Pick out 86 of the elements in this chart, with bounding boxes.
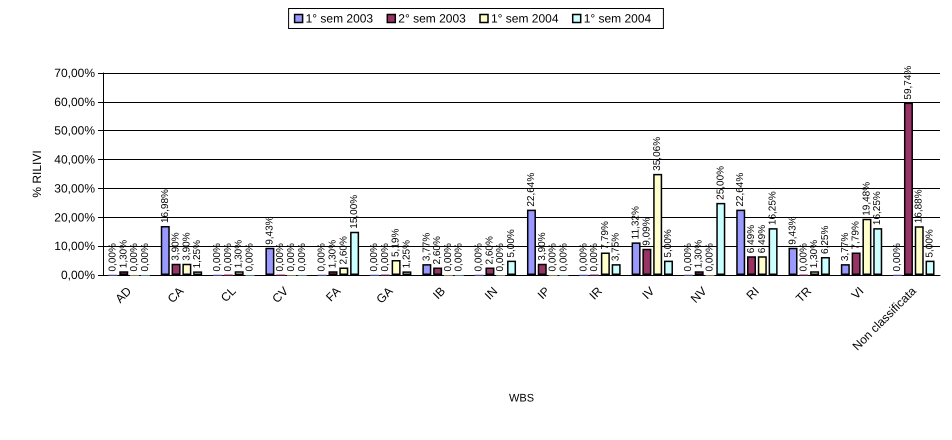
y-tick-label: 40,00% — [54, 152, 96, 167]
x-tick-label: CV — [269, 284, 292, 306]
x-tick-label: IB — [430, 284, 448, 302]
data-label: 0,00% — [548, 243, 559, 272]
data-label: 5,00% — [506, 229, 518, 258]
data-label: 59,74% — [902, 66, 914, 100]
data-label: 0,00% — [316, 243, 328, 272]
data-label: 0,00% — [442, 243, 454, 272]
data-label: 0,00% — [286, 243, 297, 272]
data-label: 16,88% — [914, 189, 925, 224]
y-tick-label: 0,00% — [60, 268, 96, 282]
data-label: 0,00% — [222, 243, 234, 272]
data-label: 0,00% — [244, 243, 256, 272]
data-label: 3,90% — [181, 232, 192, 261]
data-label: 3,77% — [840, 232, 851, 262]
x-tick-label: AD — [112, 284, 134, 306]
data-label: 0,00% — [275, 243, 286, 272]
y-tick-label: 30,00% — [54, 181, 96, 196]
data-label: 6,25% — [820, 226, 831, 254]
y-tick-label: 20,00% — [54, 210, 96, 224]
y-tick-label: 60,00% — [54, 94, 96, 109]
y-axis-title: % RILIVI — [30, 150, 44, 198]
data-label: 1,30% — [328, 240, 339, 268]
legend-label: 1° sem 2004 — [491, 12, 559, 26]
x-tick-label: VI — [848, 284, 866, 302]
data-label: 1,25% — [401, 240, 412, 268]
data-label: 0,00% — [495, 243, 506, 272]
data-label: 3,75% — [610, 232, 622, 262]
data-label: 25,00% — [715, 166, 726, 200]
data-label: 0,00% — [454, 243, 465, 272]
data-label: 9,43% — [264, 216, 276, 245]
data-label: 0,00% — [129, 243, 140, 272]
data-label: 0,00% — [474, 243, 485, 272]
legend-label: 1° sem 2003 — [306, 12, 374, 26]
x-tick-label: NV — [688, 284, 710, 306]
data-label: 0,00% — [589, 243, 600, 272]
data-label: 1,30% — [694, 240, 705, 268]
data-label: 35,06% — [652, 136, 664, 171]
x-tick-label: GA — [374, 284, 396, 306]
data-label: 5,19% — [390, 228, 402, 258]
data-label: 0,00% — [380, 243, 391, 272]
data-label: 0,00% — [140, 243, 151, 272]
data-label: 3,90% — [170, 232, 182, 261]
data-label: 5,00% — [662, 229, 674, 258]
data-label: 0,00% — [212, 243, 224, 272]
x-tick-label: IR — [586, 284, 606, 302]
legend-label: 2° sem 2003 — [398, 12, 466, 26]
data-label: 3,90% — [536, 232, 548, 261]
data-label: 19,48% — [861, 182, 872, 216]
data-label: 6,49% — [746, 224, 758, 254]
data-label: 1,30% — [809, 240, 820, 268]
data-label: 0,00% — [682, 243, 694, 272]
data-label: 9,43% — [788, 216, 799, 245]
data-label: 0,00% — [369, 243, 380, 272]
y-tick-label: 10,00% — [54, 239, 96, 254]
data-label: 3,77% — [421, 232, 432, 262]
data-label: 0,00% — [558, 243, 570, 272]
x-tick-label: RI — [743, 284, 762, 302]
data-label: 15,00% — [349, 194, 360, 229]
data-label: 11,32% — [630, 206, 642, 240]
x-tick-label: IV — [639, 284, 658, 302]
data-label: 0,00% — [892, 243, 904, 272]
data-label: 16,25% — [768, 191, 779, 226]
data-label: 0,00% — [107, 243, 118, 272]
x-tick-label: CA — [164, 284, 186, 306]
data-label: 6,49% — [756, 224, 768, 254]
x-tick-label: IN — [482, 284, 500, 302]
x-tick-label: TR — [792, 284, 814, 306]
data-label: 0,00% — [296, 243, 308, 272]
legend-label: 1° sem 2004 — [584, 12, 652, 26]
y-tick-label: 50,00% — [54, 124, 96, 138]
x-axis-title: WBS — [508, 392, 534, 404]
x-tick-label: CL — [218, 284, 239, 305]
data-label: 1,30% — [118, 240, 130, 268]
y-tick-label: 70,00% — [54, 66, 96, 80]
data-label: 5,00% — [924, 229, 936, 258]
data-label: 9,09% — [641, 217, 652, 246]
data-label: 1,30% — [234, 240, 245, 268]
data-label: 0,00% — [704, 243, 716, 272]
data-label: 0,00% — [578, 243, 590, 272]
x-tick-label: FA — [323, 284, 344, 304]
data-label: 16,25% — [872, 191, 884, 226]
x-tick-label: IP — [534, 284, 553, 302]
data-label: 0,00% — [798, 243, 810, 272]
data-label: 16,98% — [160, 188, 171, 223]
data-label: 1,25% — [192, 240, 204, 268]
